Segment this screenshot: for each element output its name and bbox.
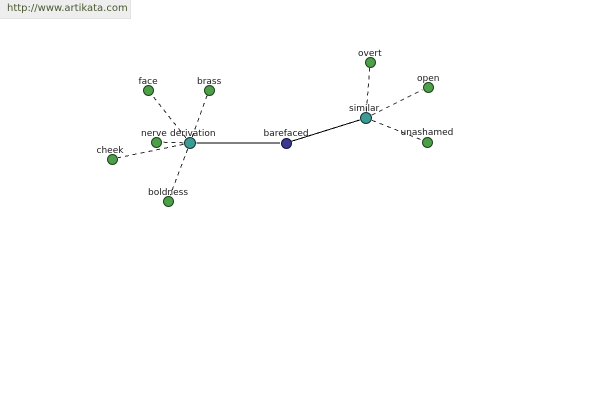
graph-node-cheek[interactable]: [106, 153, 118, 165]
graph-edge-similar-unashamed: [371, 119, 422, 141]
graph-node-overt[interactable]: [364, 56, 376, 68]
graph-node-label-similar: similar: [349, 104, 380, 114]
graph-node-label-cheek: cheek: [96, 146, 124, 156]
graph-node-label-open: open: [417, 74, 440, 84]
graph-edge-barefaced-similar: [291, 119, 360, 142]
graph-node-label-unashamed: unashamed: [400, 128, 454, 138]
graph-node-barefaced[interactable]: [280, 137, 292, 149]
graph-node-unashamed[interactable]: [421, 136, 433, 148]
graph-node-label-brass: brass: [197, 77, 222, 87]
graph-node-brass[interactable]: [203, 84, 215, 96]
graph-node-nerve[interactable]: [150, 136, 162, 148]
graph-node-label-barefaced: barefaced: [263, 129, 309, 139]
graph-node-open[interactable]: [422, 81, 434, 93]
graph-node-label-nerve: nerve: [141, 129, 167, 139]
edges-group: [117, 67, 423, 196]
graph-edge-derivation-boldness: [169, 148, 189, 196]
url-text: http://www.artikata.com: [7, 3, 128, 14]
graph-node-label-face: face: [138, 77, 158, 87]
graph-edge-derivation-cheek: [117, 143, 184, 159]
graph-edge-derivation-nerve: [161, 141, 184, 144]
graph-node-similar[interactable]: [360, 112, 372, 124]
graph-edge-derivation-face: [151, 94, 187, 139]
graph-node-face[interactable]: [142, 84, 154, 96]
graph-node-derivation[interactable]: [184, 137, 196, 149]
graph-edge-similar-open: [371, 89, 423, 116]
graph-node-label-overt: overt: [358, 49, 382, 59]
url-bar[interactable]: http://www.artikata.com: [0, 0, 131, 19]
graph-node-label-derivation: derivation: [170, 129, 216, 139]
graph-node-boldness[interactable]: [162, 195, 174, 207]
graph-node-label-boldness: boldness: [148, 188, 189, 198]
